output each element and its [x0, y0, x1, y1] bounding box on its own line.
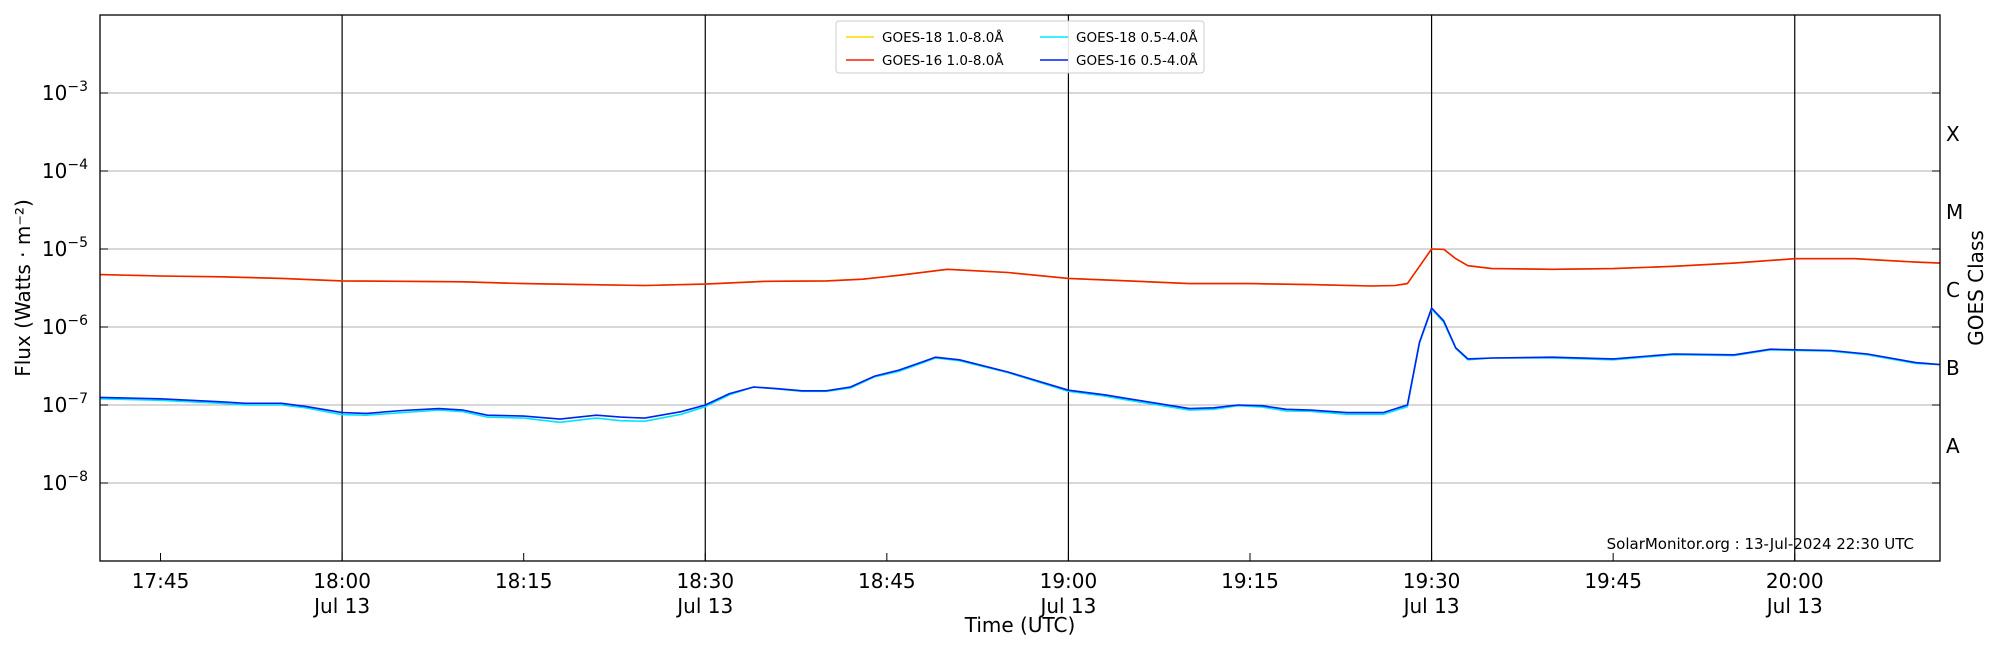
- x-tick-date-label: Jul 13: [312, 594, 370, 618]
- goes-class-labels: A B C M X: [1946, 122, 1963, 458]
- x-tick-label: 19:45: [1584, 569, 1642, 593]
- y-tick-label: 10−3: [42, 79, 88, 105]
- x-tick-label: 19:30: [1403, 569, 1461, 593]
- hour-marker-lines: [341, 15, 1796, 561]
- series-lines: [99, 248, 1941, 424]
- legend: GOES-18 1.0-8.0Å GOES-18 0.5-4.0Å GOES-16 …: [835, 20, 1205, 74]
- legend-entries: GOES-18 1.0-8.0Å GOES-18 0.5-4.0Å GOES-16 …: [846, 29, 1198, 69]
- x-tick-label: 17:45: [132, 569, 190, 593]
- x-tick-label: 18:30: [676, 569, 734, 593]
- y-tick-label: 10−5: [42, 235, 88, 261]
- x-tick-label: 18:15: [495, 569, 553, 593]
- y-tick-label: 10−7: [42, 391, 88, 417]
- y-tick-label: 10−8: [42, 469, 88, 495]
- y-tick-label: 10−4: [42, 157, 88, 183]
- x-tick-label: 19:15: [1221, 569, 1279, 593]
- plot-frame: [99, 14, 1941, 562]
- x-tick-label: 18:00: [313, 569, 371, 593]
- grid-lines: [100, 92, 1940, 484]
- series-line-3: [99, 307, 1941, 420]
- goes-class-label: B: [1946, 356, 1960, 380]
- series-line-1: [99, 248, 1941, 287]
- x-tick-label: 19:00: [1040, 569, 1098, 593]
- goes-class-label: C: [1946, 278, 1960, 302]
- y-axis-ticks: 10−8 10−7 10−6 10−5 10−4 10−3: [42, 79, 1940, 495]
- y-axis-label: Flux (Watts · m⁻²): [11, 199, 35, 377]
- legend-label: GOES-16 1.0-8.0Å: [882, 52, 1004, 69]
- goes-class-label: X: [1946, 122, 1960, 146]
- x-tick-date-label: Jul 13: [1038, 594, 1096, 618]
- x-tick-date-label: Jul 13: [1765, 594, 1823, 618]
- goes-class-label: M: [1946, 200, 1963, 224]
- goes-class-label: A: [1946, 434, 1960, 458]
- x-tick-label: 18:45: [858, 569, 916, 593]
- legend-label: GOES-18 1.0-8.0Å: [882, 29, 1004, 46]
- legend-label: GOES-18 0.5-4.0Å: [1076, 29, 1198, 46]
- x-tick-date-label: Jul 13: [675, 594, 733, 618]
- x-axis-label: Time (UTC): [964, 613, 1076, 637]
- y-tick-label: 10−6: [42, 313, 88, 339]
- x-tick-label: 20:00: [1766, 569, 1824, 593]
- watermark-text: SolarMonitor.org : 13-Jul-2024 22:30 UTC: [1607, 535, 1914, 553]
- legend-label: GOES-16 0.5-4.0Å: [1076, 52, 1198, 69]
- legend-box: [835, 20, 1205, 74]
- y2-axis-label: GOES Class: [1964, 230, 1988, 346]
- x-tick-date-label: Jul 13: [1402, 594, 1460, 618]
